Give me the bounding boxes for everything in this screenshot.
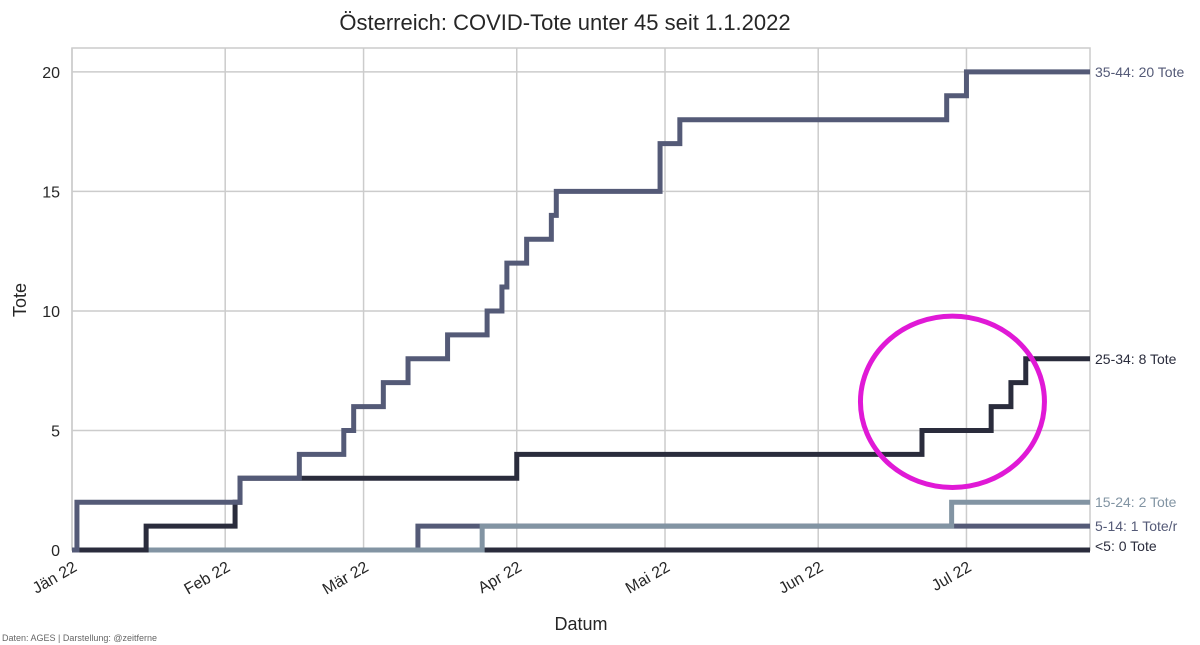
y-tick-label: 20 <box>42 65 60 82</box>
grid <box>71 48 1090 551</box>
y-tick-label: 10 <box>42 304 60 321</box>
highlight-ellipse <box>857 313 1047 490</box>
source-note: Daten: AGES | Darstellung: @zeitferne <box>2 633 157 643</box>
series-label-1: 25-34: 8 Tote <box>1095 351 1177 367</box>
y-tick-label: 5 <box>51 423 60 440</box>
x-axis-ticks: Jän 22 Feb 22 Mär 22 Apr 22 Mai 22 Jun 22 Jul … <box>30 559 975 599</box>
y-tick-label: 0 <box>51 543 60 560</box>
x-axis-label: Datum <box>554 614 607 634</box>
x-tick-label: Jun 22 <box>776 559 826 598</box>
annotation-layer <box>857 313 1047 490</box>
x-tick-label: Feb 22 <box>182 559 234 599</box>
series-line-1 <box>72 356 1090 553</box>
series-layer <box>72 69 1090 553</box>
y-axis-label: Tote <box>10 283 30 317</box>
x-tick-label: Jän 22 <box>30 559 80 598</box>
x-tick-label: Apr 22 <box>475 559 524 597</box>
series-line-2 <box>72 499 1090 553</box>
series-line-0 <box>72 69 1090 553</box>
series-label-0: 35-44: 20 Tote <box>1095 64 1184 80</box>
series-label-4: <5: 0 Tote <box>1095 538 1157 554</box>
x-tick-label: Mär 22 <box>320 559 372 599</box>
series-label-2: 15-24: 2 Tote <box>1095 494 1177 510</box>
series-labels: 35-44: 20 Tote 25-34: 8 Tote 15-24: 2 Tote… <box>1095 64 1184 554</box>
y-tick-label: 15 <box>42 184 60 201</box>
x-tick-label: Jul 22 <box>929 559 975 595</box>
series-label-3: 5-14: 1 Tote/r <box>1095 518 1178 534</box>
y-axis-ticks: 0 5 10 15 20 <box>42 65 60 560</box>
x-tick-label: Mai 22 <box>623 559 673 598</box>
chart-title: Österreich: COVID-Tote unter 45 seit 1.1… <box>339 10 790 35</box>
